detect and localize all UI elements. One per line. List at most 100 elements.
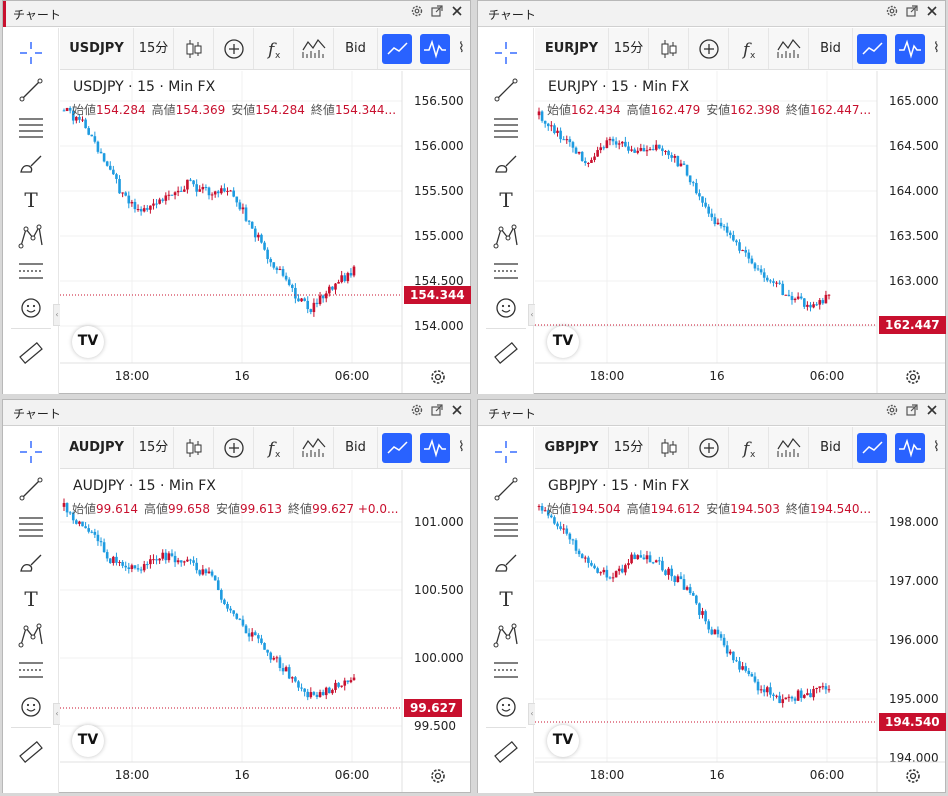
projection-icon[interactable] xyxy=(15,256,47,286)
crosshair-icon[interactable] xyxy=(15,437,47,467)
chart-settings-icon[interactable] xyxy=(903,367,923,387)
more-tools-icon[interactable]: ⌇ xyxy=(458,439,465,455)
tradingview-logo[interactable]: TV xyxy=(547,326,579,358)
projection-icon[interactable] xyxy=(490,256,522,286)
plus-circle-icon[interactable] xyxy=(214,427,254,468)
text-icon[interactable]: T xyxy=(490,184,522,214)
plus-circle-icon[interactable] xyxy=(214,28,254,69)
price-type-button[interactable]: Bid xyxy=(809,427,853,468)
line-chart-icon[interactable] xyxy=(382,433,412,463)
chart-settings-icon[interactable] xyxy=(903,766,923,786)
popout-icon[interactable] xyxy=(428,4,446,22)
symbol-search-button[interactable]: AUDJPY xyxy=(60,427,134,468)
ruler-icon[interactable] xyxy=(15,737,47,767)
crosshair-icon[interactable] xyxy=(490,437,522,467)
interval-button[interactable]: 15分 xyxy=(609,427,649,468)
price-type-button[interactable]: Bid xyxy=(809,28,853,69)
more-tools-icon[interactable]: ⌇ xyxy=(458,40,465,56)
chart-canvas[interactable]: 156.500 156.000 155.500 155.000 154.500 154.0… xyxy=(60,71,471,393)
pattern-icon[interactable] xyxy=(15,221,47,251)
panel-titlebar[interactable]: チャート xyxy=(478,1,945,27)
trend-line-icon[interactable] xyxy=(490,473,522,503)
line-chart-icon[interactable] xyxy=(857,433,887,463)
chart-settings-icon[interactable] xyxy=(428,766,448,786)
text-icon[interactable]: T xyxy=(15,583,47,613)
price-type-button[interactable]: Bid xyxy=(334,427,378,468)
wave-chart-icon[interactable] xyxy=(895,34,925,64)
candlestick-icon[interactable] xyxy=(649,427,689,468)
text-icon[interactable]: T xyxy=(490,583,522,613)
trend-line-icon[interactable] xyxy=(15,74,47,104)
trend-line-icon[interactable] xyxy=(15,473,47,503)
emoji-icon[interactable] xyxy=(15,692,47,722)
text-icon[interactable]: T xyxy=(15,184,47,214)
panel-titlebar[interactable]: チャート xyxy=(3,400,470,426)
panel-titlebar[interactable]: チャート xyxy=(478,400,945,426)
settings-icon[interactable] xyxy=(408,4,426,22)
indicator-icon[interactable] xyxy=(294,427,334,468)
emoji-icon[interactable] xyxy=(15,293,47,323)
popout-icon[interactable] xyxy=(428,403,446,421)
ruler-icon[interactable] xyxy=(490,737,522,767)
horizontal-lines-icon[interactable] xyxy=(490,511,522,541)
interval-button[interactable]: 15分 xyxy=(134,28,174,69)
line-chart-icon[interactable] xyxy=(382,34,412,64)
crosshair-icon[interactable] xyxy=(490,38,522,68)
chart-settings-icon[interactable] xyxy=(428,367,448,387)
tradingview-logo[interactable]: TV xyxy=(72,725,104,757)
candlestick-icon[interactable] xyxy=(174,28,214,69)
brush-icon[interactable] xyxy=(15,148,47,178)
more-tools-icon[interactable]: ⌇ xyxy=(933,40,940,56)
chart-canvas[interactable]: 165.000164.500164.000163.500163.000162.5… xyxy=(535,71,946,393)
price-type-button[interactable]: Bid xyxy=(334,28,378,69)
ruler-icon[interactable] xyxy=(15,338,47,368)
line-chart-icon[interactable] xyxy=(857,34,887,64)
pattern-icon[interactable] xyxy=(15,620,47,650)
ruler-icon[interactable] xyxy=(490,338,522,368)
interval-button[interactable]: 15分 xyxy=(134,427,174,468)
wave-chart-icon[interactable] xyxy=(895,433,925,463)
panel-titlebar[interactable]: チャート xyxy=(3,1,470,27)
popout-icon[interactable] xyxy=(903,4,921,22)
candlestick-icon[interactable] xyxy=(174,427,214,468)
symbol-search-button[interactable]: GBPJPY xyxy=(535,427,609,468)
tradingview-logo[interactable]: TV xyxy=(72,326,104,358)
close-icon[interactable] xyxy=(448,403,466,421)
emoji-icon[interactable] xyxy=(490,293,522,323)
interval-button[interactable]: 15分 xyxy=(609,28,649,69)
symbol-search-button[interactable]: EURJPY xyxy=(535,28,609,69)
close-icon[interactable] xyxy=(923,4,941,22)
plus-circle-icon[interactable] xyxy=(689,28,729,69)
close-icon[interactable] xyxy=(448,4,466,22)
symbol-search-button[interactable]: USDJPY xyxy=(60,28,134,69)
indicator-icon[interactable] xyxy=(769,427,809,468)
horizontal-lines-icon[interactable] xyxy=(15,511,47,541)
chart-canvas[interactable]: 101.000 100.500 100.000 99.500 18:00 16 06:00 A… xyxy=(60,470,470,792)
brush-icon[interactable] xyxy=(490,148,522,178)
settings-icon[interactable] xyxy=(883,403,901,421)
candlestick-icon[interactable] xyxy=(649,28,689,69)
indicator-icon[interactable] xyxy=(769,28,809,69)
settings-icon[interactable] xyxy=(883,4,901,22)
horizontal-lines-icon[interactable] xyxy=(490,112,522,142)
plus-circle-icon[interactable] xyxy=(689,427,729,468)
close-icon[interactable] xyxy=(923,403,941,421)
projection-icon[interactable] xyxy=(15,655,47,685)
tradingview-logo[interactable]: TV xyxy=(547,725,579,757)
more-tools-icon[interactable]: ⌇ xyxy=(933,439,940,455)
crosshair-icon[interactable] xyxy=(15,38,47,68)
brush-icon[interactable] xyxy=(15,547,47,577)
projection-icon[interactable] xyxy=(490,655,522,685)
chart-canvas[interactable]: 198.000 197.000 196.000 195.000 194.000 18:00… xyxy=(535,470,946,792)
pattern-icon[interactable] xyxy=(490,221,522,251)
settings-icon[interactable] xyxy=(408,403,426,421)
wave-chart-icon[interactable] xyxy=(420,433,450,463)
pattern-icon[interactable] xyxy=(490,620,522,650)
emoji-icon[interactable] xyxy=(490,692,522,722)
indicator-icon[interactable] xyxy=(294,28,334,69)
wave-chart-icon[interactable] xyxy=(420,34,450,64)
